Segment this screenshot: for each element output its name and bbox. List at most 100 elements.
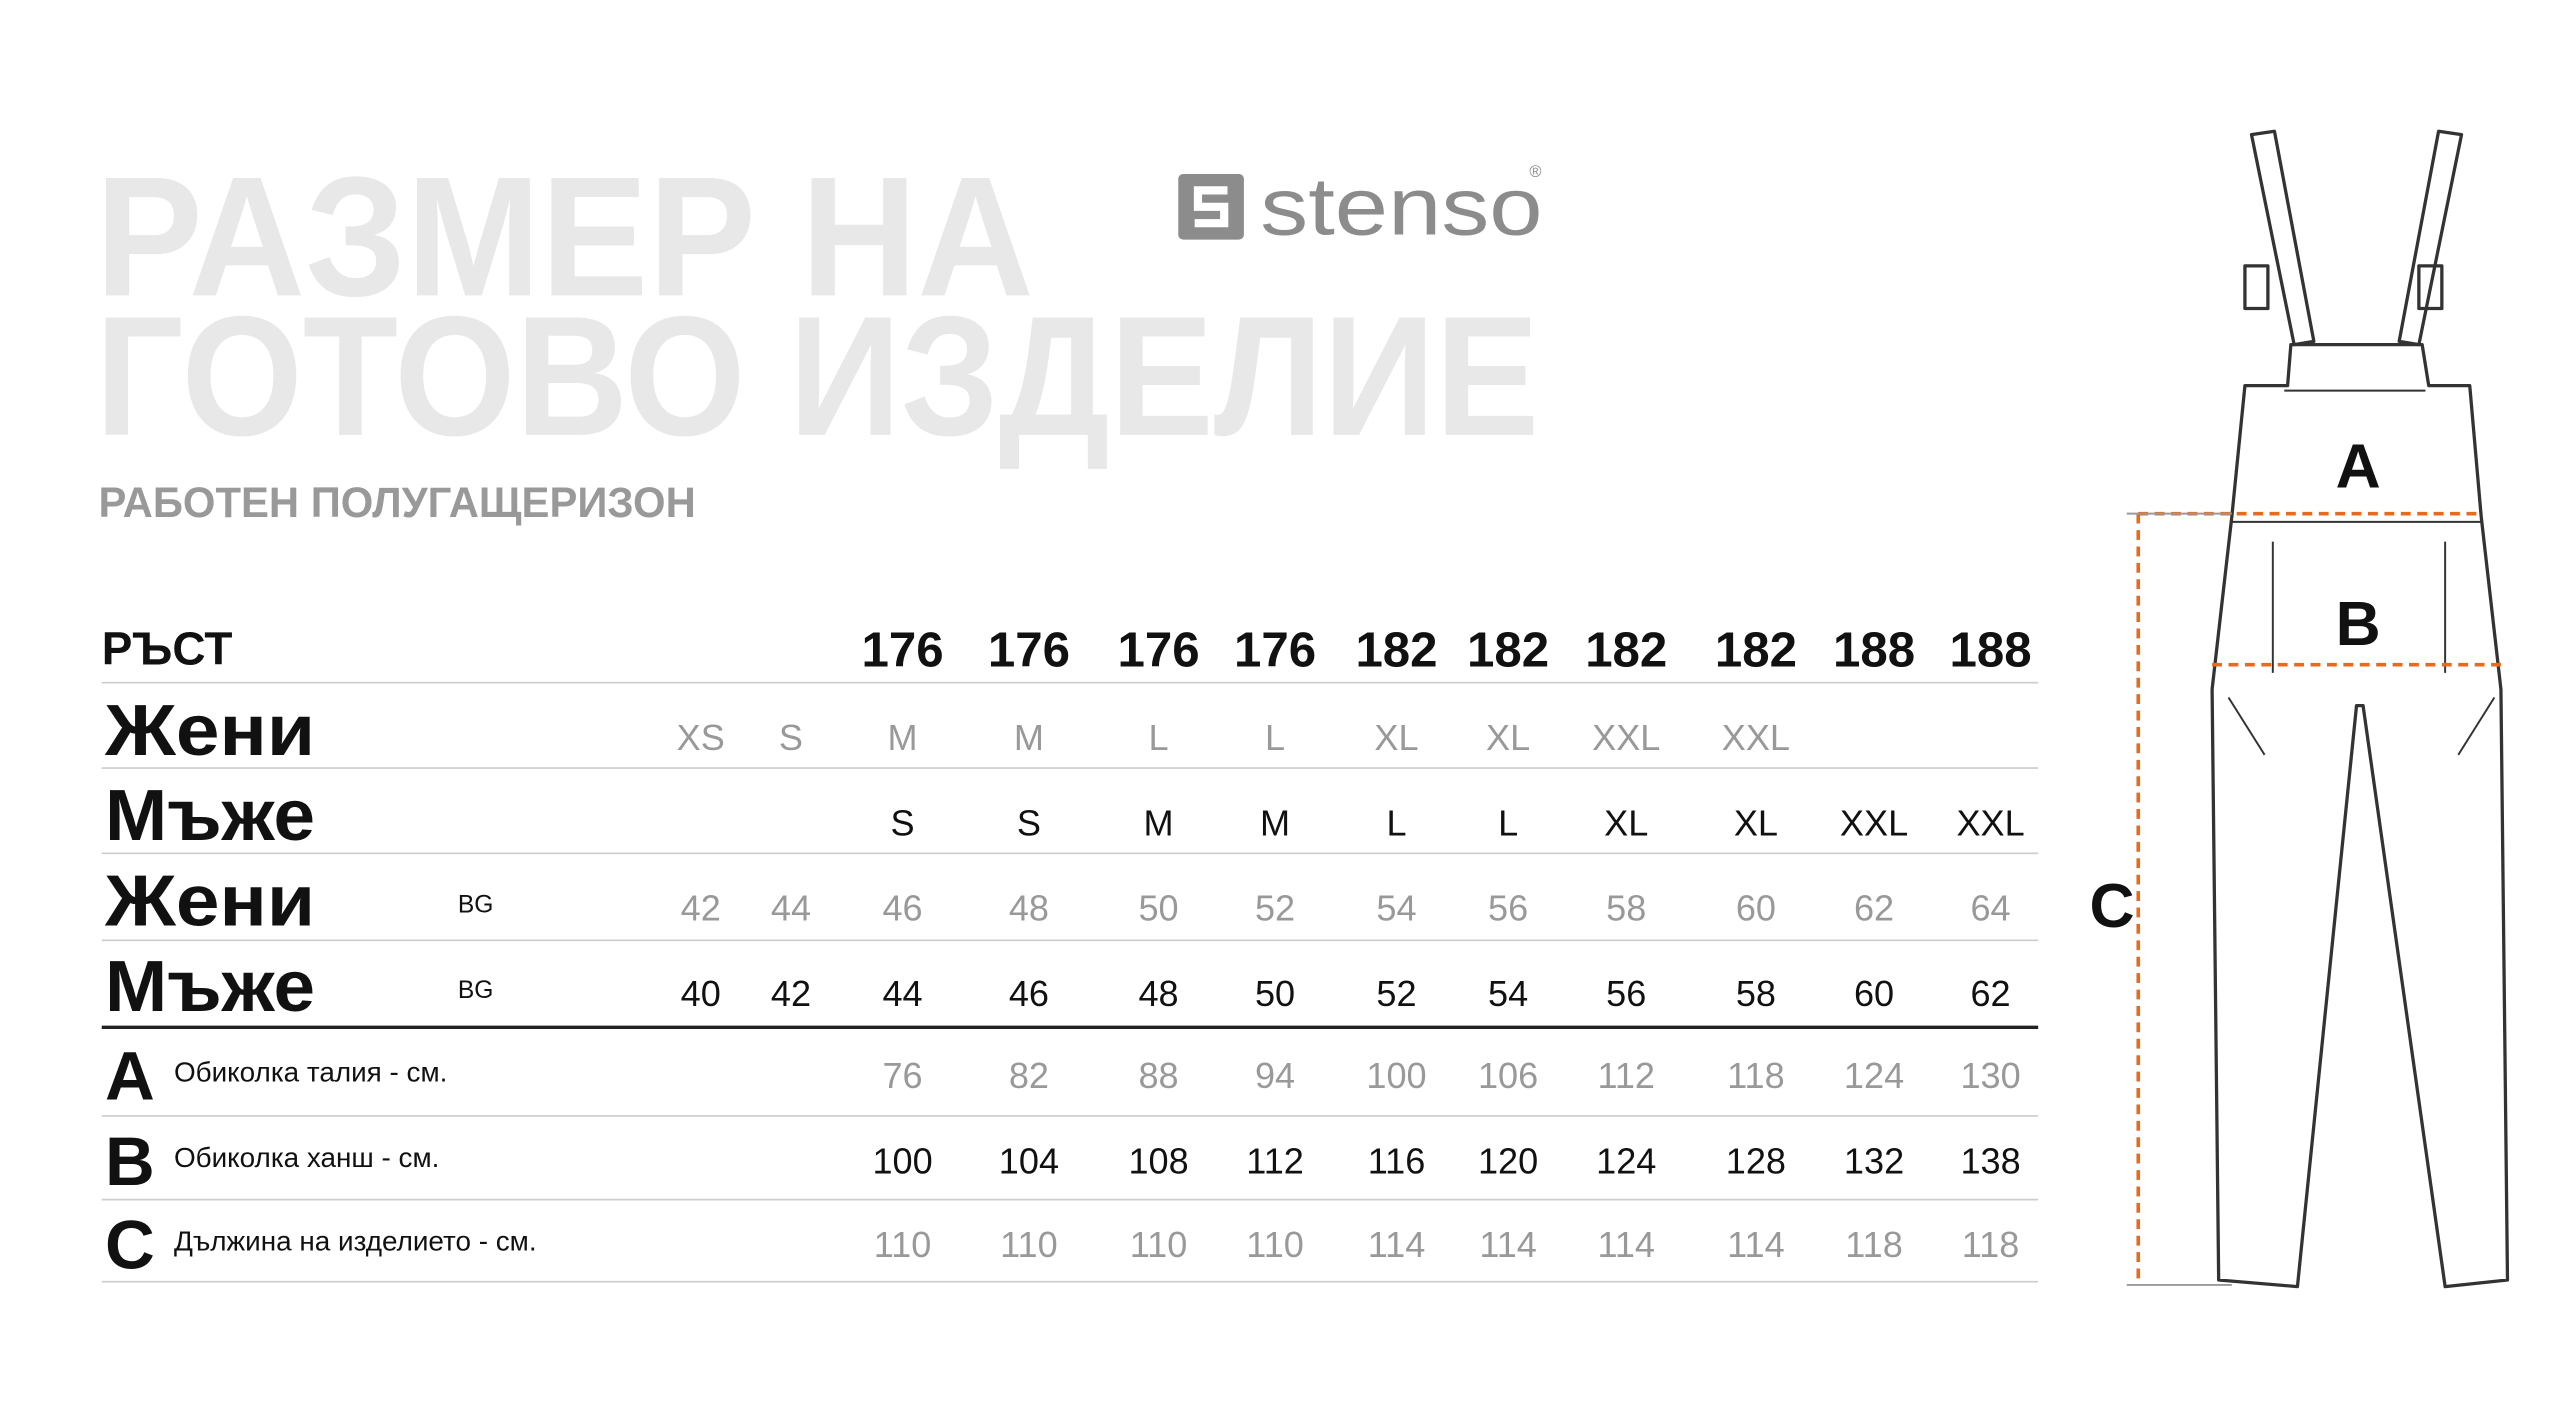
size-cell: 40 [681, 973, 721, 1014]
brand-icon [1178, 173, 1244, 240]
size-cell: 48 [1009, 888, 1049, 929]
measure-cell: 132 [1844, 1140, 1904, 1181]
row-tag: BG [458, 977, 494, 1004]
size-cell: 56 [1488, 888, 1528, 929]
measure-cell: 128 [1726, 1140, 1786, 1181]
row-tag: BG [458, 891, 494, 918]
measure-cell: 114 [1727, 1224, 1785, 1265]
measure-cell: 108 [1128, 1140, 1188, 1181]
size-cell: 58 [1736, 973, 1776, 1014]
size-cell: 56 [1606, 973, 1646, 1014]
size-cell: 52 [1376, 973, 1416, 1014]
height-cell: 176 [988, 622, 1070, 677]
brand-name: stenso [1260, 162, 1542, 253]
size-cell: XL [1734, 802, 1778, 843]
height-label: РЪСТ [102, 623, 233, 675]
measure-cell: 94 [1255, 1055, 1295, 1096]
title-line: РАЗМЕР НА [95, 142, 1034, 332]
title-line: ГОТОВО ИЗДЕЛИЕ [95, 282, 1539, 472]
subtitle: РАБОТЕН ПОЛУГАЩЕРИЗОН [98, 479, 695, 527]
measure-cell: 100 [872, 1140, 932, 1181]
row-letter: C [105, 1207, 155, 1284]
size-cell: 46 [882, 888, 922, 929]
size-cell: 42 [771, 973, 811, 1014]
size-cell: 52 [1255, 888, 1295, 929]
size-cell: S [1017, 802, 1041, 843]
size-cell: 46 [1009, 973, 1049, 1014]
diagram-label: A [2336, 432, 2381, 501]
brand-mark: ® [1529, 163, 1541, 181]
row-label: Жени [104, 862, 315, 942]
size-cell: 44 [771, 888, 811, 929]
measure-cell: 110 [874, 1224, 932, 1265]
size-cell: 62 [1854, 888, 1894, 929]
size-cell: 50 [1255, 973, 1295, 1014]
size-cell: M [1260, 802, 1290, 843]
measure-cell: 114 [1479, 1224, 1537, 1265]
height-cell: 176 [1118, 622, 1200, 677]
size-cell: M [1014, 717, 1044, 758]
size-cell: L [1386, 802, 1406, 843]
measure-cell: 112 [1597, 1055, 1655, 1096]
row-letter: A [105, 1038, 155, 1115]
row-label: Мъже [105, 776, 315, 856]
row-label: Жени [104, 691, 315, 771]
diagram-label: C [2089, 872, 2134, 941]
size-cell: L [1149, 717, 1169, 758]
size-cell: 58 [1606, 888, 1646, 929]
measure-cell: 114 [1597, 1224, 1655, 1265]
measure-cell: 116 [1368, 1140, 1426, 1181]
size-cell: 54 [1488, 973, 1528, 1014]
row-label: Мъже [105, 947, 315, 1027]
height-cell: 188 [1950, 622, 2032, 677]
measure-cell: 118 [1962, 1224, 2020, 1265]
height-cell: 182 [1355, 622, 1437, 677]
size-cell: 50 [1138, 888, 1178, 929]
size-cell: 62 [1970, 973, 2010, 1014]
height-cell: 176 [1234, 622, 1316, 677]
measure-cell: 110 [1000, 1224, 1058, 1265]
measure-cell: 88 [1138, 1055, 1178, 1096]
height-cell: 182 [1467, 622, 1549, 677]
size-cell: 60 [1736, 888, 1776, 929]
size-cell: XS [677, 717, 725, 758]
height-cell: 182 [1715, 622, 1797, 677]
size-cell: XXL [1840, 802, 1908, 843]
size-cell: XXL [1592, 717, 1660, 758]
size-cell: 44 [882, 973, 922, 1014]
measure-cell: 114 [1368, 1224, 1426, 1265]
measure-cell: 82 [1009, 1055, 1049, 1096]
row-letter: B [105, 1123, 155, 1200]
size-cell: XL [1604, 802, 1648, 843]
measure-cell: 76 [882, 1055, 922, 1096]
row-label: Дължина на изделието - см. [174, 1225, 537, 1256]
height-cell: 176 [862, 622, 944, 677]
size-cell: S [779, 717, 803, 758]
size-cell: XL [1486, 717, 1530, 758]
measure-cell: 118 [1727, 1055, 1785, 1096]
measure-cell: 130 [1960, 1055, 2020, 1096]
height-cell: 182 [1585, 622, 1667, 677]
diagram-label: B [2336, 590, 2381, 659]
size-cell: 54 [1376, 888, 1416, 929]
size-cell: 60 [1854, 973, 1894, 1014]
size-cell: M [888, 717, 918, 758]
measure-cell: 118 [1845, 1224, 1903, 1265]
measure-guide-ends [2126, 512, 2232, 1286]
row-label: Обиколка ханш - см. [174, 1142, 439, 1173]
measure-cell: 110 [1130, 1224, 1188, 1265]
measure-cell: 112 [1246, 1140, 1304, 1181]
measure-guides [2136, 511, 2505, 1285]
measure-cell: 110 [1246, 1224, 1304, 1265]
size-cell: XXL [1722, 717, 1790, 758]
size-cell: M [1144, 802, 1174, 843]
size-cell: XL [1374, 717, 1418, 758]
size-cell: 48 [1138, 973, 1178, 1014]
size-cell: 64 [1970, 888, 2010, 929]
measure-cell: 104 [999, 1140, 1059, 1181]
size-cell: XXL [1956, 802, 2024, 843]
size-cell: L [1265, 717, 1285, 758]
measure-cell: 138 [1960, 1140, 2020, 1181]
size-cell: L [1498, 802, 1518, 843]
